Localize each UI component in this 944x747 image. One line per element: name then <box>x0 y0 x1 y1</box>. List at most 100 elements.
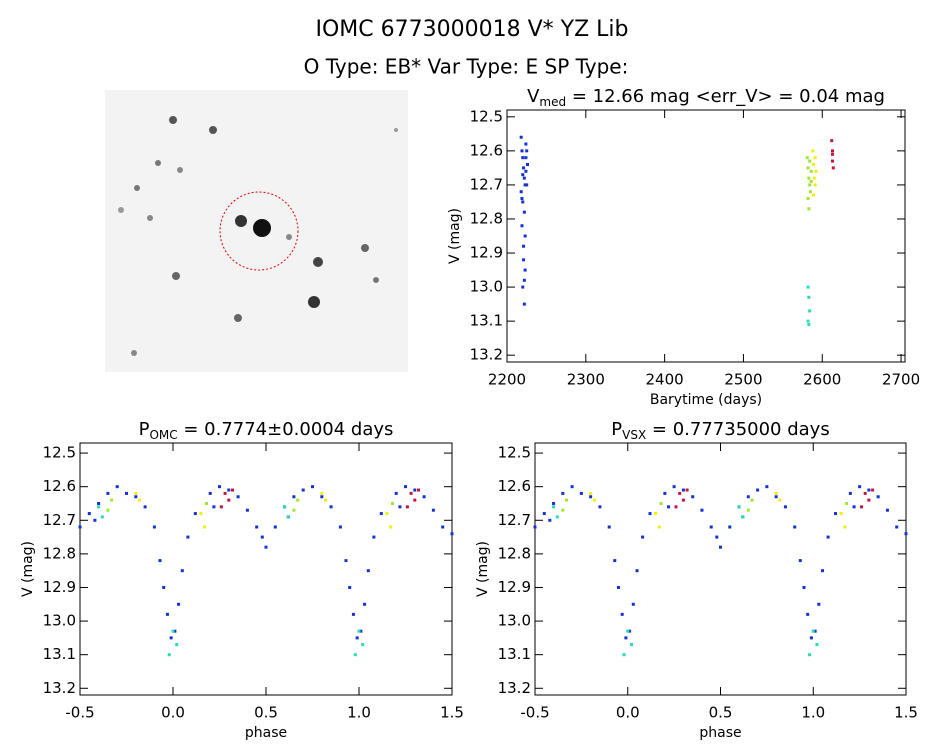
y-tick-label: 12.5 <box>498 444 531 462</box>
data-point <box>292 508 296 512</box>
data-point <box>817 602 821 606</box>
data-point <box>814 169 818 173</box>
data-point <box>524 142 528 146</box>
data-point <box>616 585 620 589</box>
data-point <box>404 485 407 489</box>
data-point <box>592 498 596 502</box>
data-point <box>520 149 524 153</box>
data-point <box>821 569 825 573</box>
data-point <box>519 190 523 194</box>
data-point <box>106 508 110 512</box>
data-point <box>93 518 97 522</box>
data-point <box>525 162 529 166</box>
y-tick-label: 12.7 <box>470 175 503 193</box>
y-axis-label: V (mag) <box>447 208 463 264</box>
data-point <box>552 505 556 509</box>
data-point <box>152 525 156 529</box>
data-point <box>520 224 524 228</box>
data-point <box>806 285 810 289</box>
data-point <box>859 505 863 509</box>
data-point <box>296 498 300 502</box>
data-point <box>357 629 361 633</box>
y-tick-label: 12.5 <box>43 444 76 462</box>
data-point <box>162 585 166 589</box>
y-axis-label: V (mag) <box>475 541 491 597</box>
data-point <box>311 485 314 489</box>
y-tick-label: 12.8 <box>498 544 531 562</box>
data-point <box>631 602 635 606</box>
data-point <box>802 585 806 589</box>
x-tick-label: 2300 <box>567 371 605 389</box>
data-point <box>830 139 834 143</box>
y-tick-label: 13.0 <box>43 612 76 630</box>
data-point <box>863 491 867 495</box>
data-point <box>807 323 811 327</box>
data-point <box>626 629 630 633</box>
y-tick-label: 13.1 <box>470 312 503 330</box>
x-tick-label: 1.0 <box>347 704 371 722</box>
x-tick-label: 2700 <box>882 371 920 389</box>
data-point <box>681 498 685 502</box>
data-point <box>700 508 704 512</box>
data-point <box>678 491 682 495</box>
x-tick-label: 2500 <box>724 371 762 389</box>
data-point <box>750 498 754 502</box>
data-point <box>348 585 352 589</box>
data-point <box>783 505 787 509</box>
data-point <box>523 234 527 238</box>
data-point <box>173 629 177 633</box>
data-point <box>208 491 212 495</box>
data-point <box>519 135 523 139</box>
data-point <box>793 525 797 529</box>
data-point <box>830 152 834 156</box>
data-point <box>635 569 639 573</box>
data-point <box>831 166 835 170</box>
data-point <box>351 612 355 616</box>
data-point <box>719 545 722 549</box>
data-point <box>552 501 556 505</box>
data-point <box>811 149 815 153</box>
x-axis-label: phase <box>245 725 287 741</box>
data-point <box>858 485 862 489</box>
data-point <box>379 512 383 516</box>
data-point <box>78 525 82 529</box>
data-point <box>876 495 880 499</box>
chart-title: Vmed = 12.66 mag <err_V> = 0.04 mag <box>527 86 885 109</box>
data-point <box>87 512 91 516</box>
page-subtitle: O Type: EB* Var Type: E SP Type: <box>304 55 629 79</box>
data-point <box>522 210 526 214</box>
data-point <box>654 512 658 516</box>
data-point <box>409 491 413 495</box>
data-point <box>283 505 287 509</box>
data-point <box>629 643 633 647</box>
data-point <box>826 535 830 539</box>
data-point <box>441 525 445 529</box>
data-point <box>177 602 181 606</box>
data-point <box>657 525 661 529</box>
data-point <box>385 512 389 516</box>
data-point <box>867 498 871 502</box>
data-point <box>390 501 394 505</box>
data-point <box>812 193 816 197</box>
data-point <box>672 485 676 489</box>
data-point <box>255 525 259 529</box>
data-point <box>589 491 593 495</box>
data-point <box>807 207 811 211</box>
data-point <box>812 162 816 166</box>
chart-title-part: OMC <box>149 428 177 442</box>
data-point <box>431 508 435 512</box>
data-point <box>839 512 843 516</box>
data-point <box>227 498 231 502</box>
y-tick-label: 13.0 <box>498 612 531 630</box>
x-tick-label: 0.5 <box>709 704 733 722</box>
data-point <box>648 512 652 516</box>
y-tick-label: 12.7 <box>43 511 76 529</box>
data-point <box>273 525 277 529</box>
data-point <box>175 643 179 647</box>
data-point <box>709 525 713 529</box>
data-point <box>524 169 528 173</box>
data-point <box>413 488 417 492</box>
data-point <box>245 508 249 512</box>
data-point <box>522 166 526 170</box>
data-point <box>301 488 305 492</box>
